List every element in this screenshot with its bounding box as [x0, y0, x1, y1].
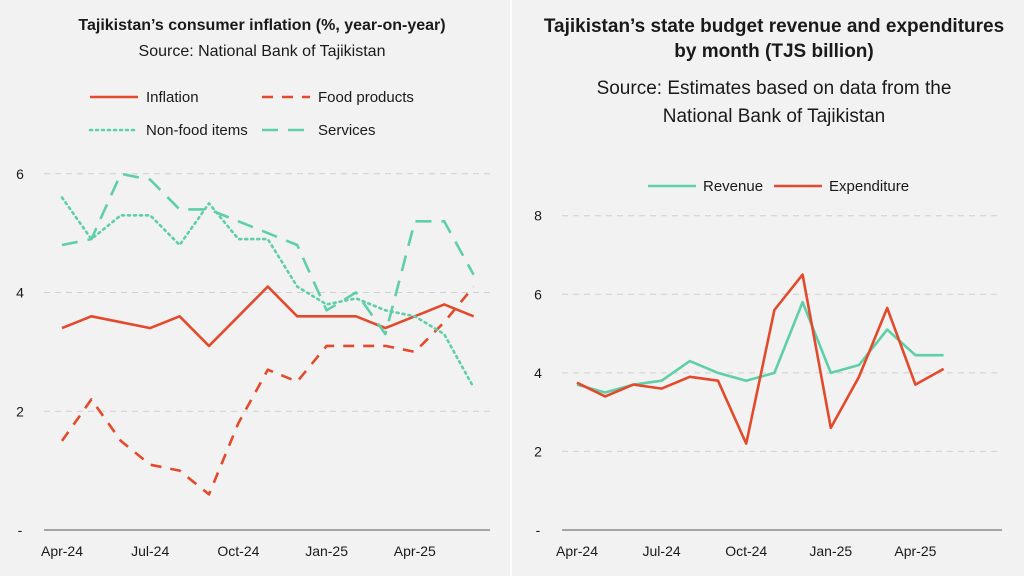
y-tick-label: 2	[534, 443, 542, 459]
x-tick-label: Apr-24	[556, 543, 598, 559]
panel-divider	[510, 0, 512, 576]
chart-subtitle: Source: Estimates based on data from the…	[597, 78, 952, 127]
y-tick-label: 6	[534, 286, 542, 302]
x-tick-label: Jul-24	[643, 543, 681, 559]
chart-subtitle: Source: National Bank of Tajikistan	[139, 43, 386, 60]
series-line-non-food-items	[60, 196, 475, 389]
y-tick-label: -	[536, 522, 541, 538]
legend-label: Food products	[318, 89, 414, 106]
legend-label: Revenue	[703, 178, 763, 195]
chart-title: Tajikistan’s consumer inflation (%, year…	[78, 17, 445, 34]
x-tick-label: Oct-24	[725, 543, 767, 559]
x-tick-label: Jan-25	[809, 543, 852, 559]
y-tick-label: 4	[534, 365, 542, 381]
x-tick-label: Jul-24	[131, 543, 169, 559]
legend-label: Expenditure	[829, 178, 909, 195]
legend-label: Non-food items	[146, 122, 248, 139]
legend-label: Inflation	[146, 89, 199, 106]
y-tick-label: 4	[16, 285, 24, 301]
y-tick-label: 8	[534, 208, 542, 224]
series-line-services	[61, 172, 475, 336]
x-tick-label: Apr-24	[41, 543, 83, 559]
x-tick-label: Apr-25	[394, 543, 436, 559]
legend-label: Services	[318, 122, 376, 139]
y-tick-label: 2	[16, 403, 24, 419]
series-line-inflation	[61, 285, 475, 348]
x-tick-label: Apr-25	[894, 543, 936, 559]
y-tick-label: 6	[16, 166, 24, 182]
inflation-chart: Tajikistan’s consumer inflation (%, year…	[16, 17, 490, 559]
x-tick-label: Jan-25	[305, 543, 348, 559]
budget-chart: Tajikistan’s state budget revenue and ex…	[534, 16, 1004, 559]
chart-title: Tajikistan’s state budget revenue and ex…	[544, 16, 1004, 62]
series-line-food-products	[60, 285, 475, 496]
series-line-expenditure	[576, 273, 945, 445]
x-tick-label: Oct-24	[217, 543, 259, 559]
y-tick-label: -	[18, 522, 23, 538]
